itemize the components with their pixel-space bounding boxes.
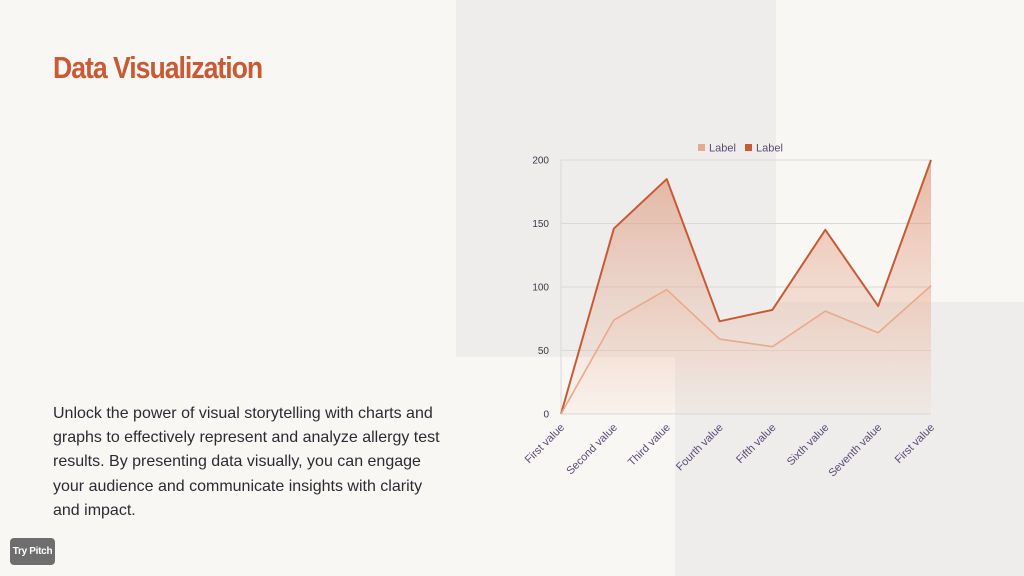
body-paragraph: Unlock the power of visual storytelling … [53, 405, 440, 519]
y-tick-label: 200 [532, 156, 549, 167]
legend-item-2: Label [745, 143, 783, 155]
page-title: Data Visualization [53, 50, 263, 85]
chart-areas [561, 160, 931, 414]
x-tick-label: First value [523, 422, 567, 466]
legend-swatch [745, 144, 752, 151]
x-tick-label: Second value [564, 422, 620, 478]
y-tick-label: 0 [543, 410, 549, 421]
chart-lines [560, 159, 932, 415]
chart-legend: Label Label [698, 143, 783, 155]
x-tick-label: First value [893, 422, 937, 466]
series-1-line [560, 285, 932, 415]
y-tick-label: 100 [532, 283, 549, 294]
series-2-line [560, 159, 932, 415]
legend-label: Label [709, 143, 736, 155]
x-tick-label: Fourth value [674, 422, 726, 474]
legend-item-1: Label [698, 143, 736, 155]
x-tick-label: Third value [626, 422, 673, 469]
y-tick-label: 50 [538, 346, 550, 357]
x-tick-label: Sixth value [785, 422, 832, 469]
legend-label: Label [756, 143, 783, 155]
series-1-area [561, 285, 931, 414]
try-pitch-button[interactable]: Try Pitch [10, 538, 55, 565]
x-tick-label: Seventh value [826, 422, 884, 480]
x-tick-label: Fifth value [734, 422, 778, 466]
y-tick-label: 150 [532, 219, 549, 230]
legend-swatch [698, 144, 705, 151]
